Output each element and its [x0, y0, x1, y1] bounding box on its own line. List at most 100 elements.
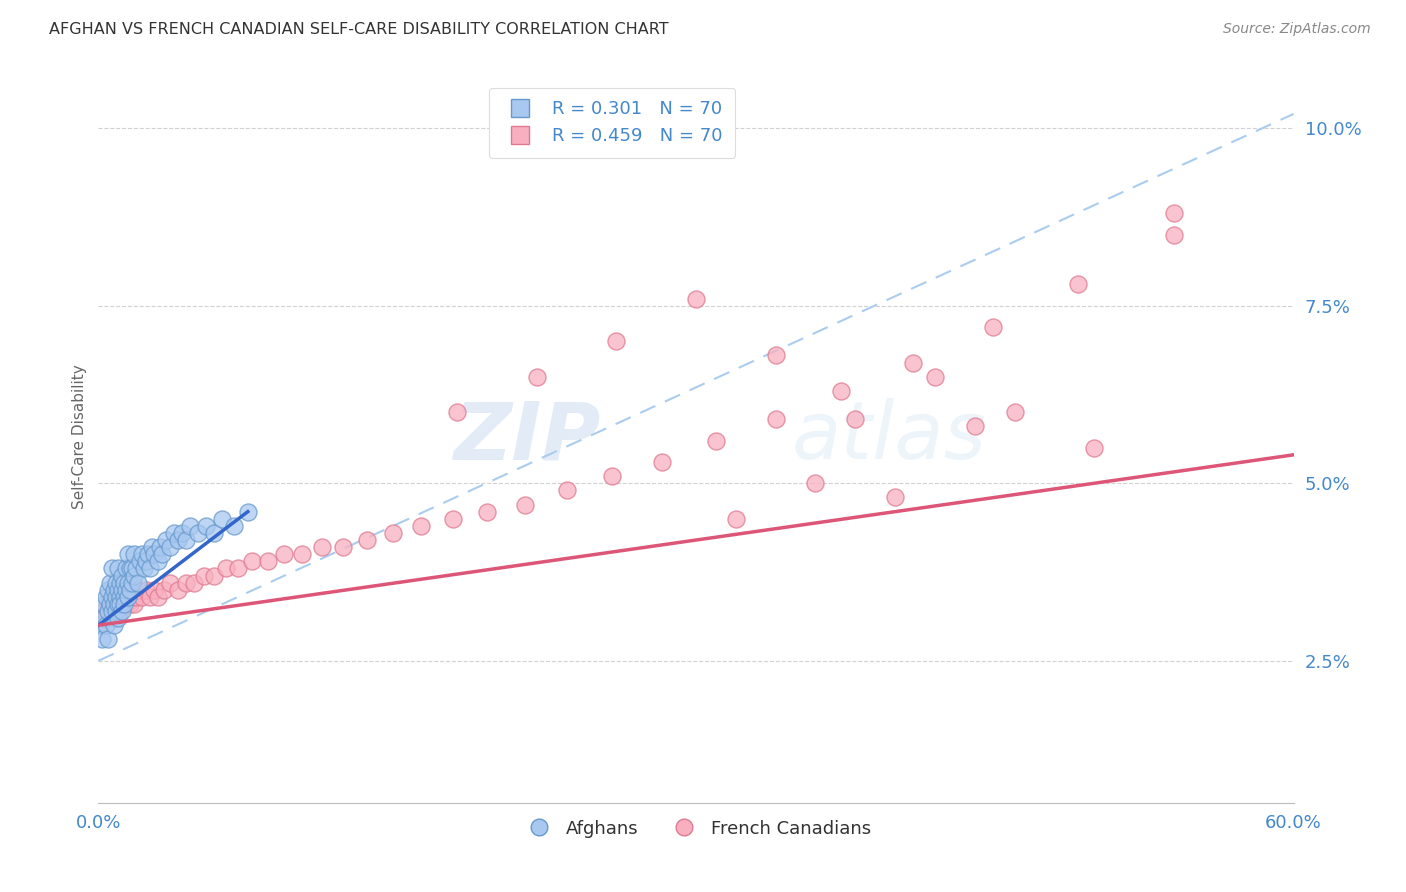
French Canadians	[101, 597, 124, 611]
French Canadians	[830, 384, 852, 398]
Afghans	[149, 540, 172, 554]
Afghans	[127, 575, 149, 590]
Afghans	[163, 525, 186, 540]
Afghans	[112, 597, 135, 611]
Afghans	[112, 590, 135, 604]
French Canadians	[311, 540, 333, 554]
French Canadians	[273, 547, 295, 561]
French Canadians	[602, 469, 624, 483]
French Canadians	[446, 405, 468, 419]
Y-axis label: Self-Care Disability: Self-Care Disability	[72, 365, 87, 509]
Afghans	[139, 561, 162, 575]
Afghans	[179, 519, 201, 533]
French Canadians	[215, 561, 238, 575]
Afghans	[96, 618, 118, 632]
French Canadians	[724, 512, 747, 526]
French Canadians	[159, 575, 181, 590]
French Canadians	[291, 547, 314, 561]
Afghans	[121, 561, 143, 575]
French Canadians	[884, 491, 907, 505]
Afghans	[124, 568, 146, 582]
Afghans	[110, 597, 132, 611]
French Canadians	[1004, 405, 1026, 419]
Afghans	[111, 568, 134, 582]
Afghans	[96, 590, 118, 604]
French Canadians	[125, 590, 148, 604]
French Canadians	[981, 320, 1004, 334]
Afghans	[195, 519, 218, 533]
Afghans	[110, 590, 132, 604]
Afghans	[103, 618, 125, 632]
Afghans	[101, 604, 124, 618]
French Canadians	[256, 554, 278, 568]
Afghans	[141, 540, 163, 554]
Afghans	[107, 582, 129, 597]
Afghans	[97, 582, 120, 597]
Afghans	[112, 575, 135, 590]
Afghans	[167, 533, 190, 547]
Afghans	[202, 525, 225, 540]
French Canadians	[1083, 441, 1105, 455]
French Canadians	[117, 590, 139, 604]
Afghans	[129, 554, 152, 568]
Afghans	[134, 561, 156, 575]
French Canadians	[1163, 227, 1185, 242]
Afghans	[89, 618, 111, 632]
Afghans	[174, 533, 197, 547]
French Canadians	[555, 483, 578, 498]
French Canadians	[441, 512, 464, 526]
French Canadians	[103, 611, 125, 625]
Afghans	[98, 597, 122, 611]
Afghans	[135, 554, 157, 568]
Afghans	[111, 604, 134, 618]
Afghans	[93, 611, 115, 625]
French Canadians	[411, 519, 433, 533]
Text: AFGHAN VS FRENCH CANADIAN SELF-CARE DISABILITY CORRELATION CHART: AFGHAN VS FRENCH CANADIAN SELF-CARE DISA…	[49, 22, 669, 37]
Afghans	[107, 611, 129, 625]
Afghans	[155, 533, 177, 547]
French Canadians	[526, 369, 548, 384]
French Canadians	[382, 525, 405, 540]
Afghans	[211, 512, 233, 526]
Afghans	[117, 547, 139, 561]
French Canadians	[332, 540, 354, 554]
Afghans	[143, 547, 166, 561]
French Canadians	[115, 597, 138, 611]
French Canadians	[1163, 206, 1185, 220]
French Canadians	[135, 582, 157, 597]
French Canadians	[131, 590, 153, 604]
French Canadians	[127, 582, 149, 597]
French Canadians	[202, 568, 225, 582]
French Canadians	[924, 369, 946, 384]
French Canadians	[240, 554, 263, 568]
Afghans	[136, 547, 159, 561]
French Canadians	[651, 455, 673, 469]
French Canadians	[167, 582, 190, 597]
Afghans	[98, 575, 122, 590]
Afghans	[91, 632, 114, 647]
Afghans	[105, 590, 128, 604]
Afghans	[115, 561, 138, 575]
French Canadians	[901, 355, 924, 369]
French Canadians	[765, 348, 787, 362]
French Canadians	[93, 604, 115, 618]
Afghans	[103, 582, 125, 597]
French Canadians	[124, 597, 146, 611]
Afghans	[121, 575, 143, 590]
French Canadians	[121, 590, 143, 604]
Afghans	[222, 519, 245, 533]
French Canadians	[183, 575, 205, 590]
Afghans	[97, 632, 120, 647]
Afghans	[115, 582, 138, 597]
French Canadians	[513, 498, 536, 512]
French Canadians	[96, 611, 118, 625]
Afghans	[97, 604, 120, 618]
French Canadians	[111, 597, 134, 611]
French Canadians	[804, 476, 827, 491]
French Canadians	[139, 590, 162, 604]
French Canadians	[1067, 277, 1090, 292]
Afghans	[148, 554, 170, 568]
French Canadians	[91, 611, 114, 625]
French Canadians	[844, 412, 866, 426]
French Canadians	[765, 412, 787, 426]
